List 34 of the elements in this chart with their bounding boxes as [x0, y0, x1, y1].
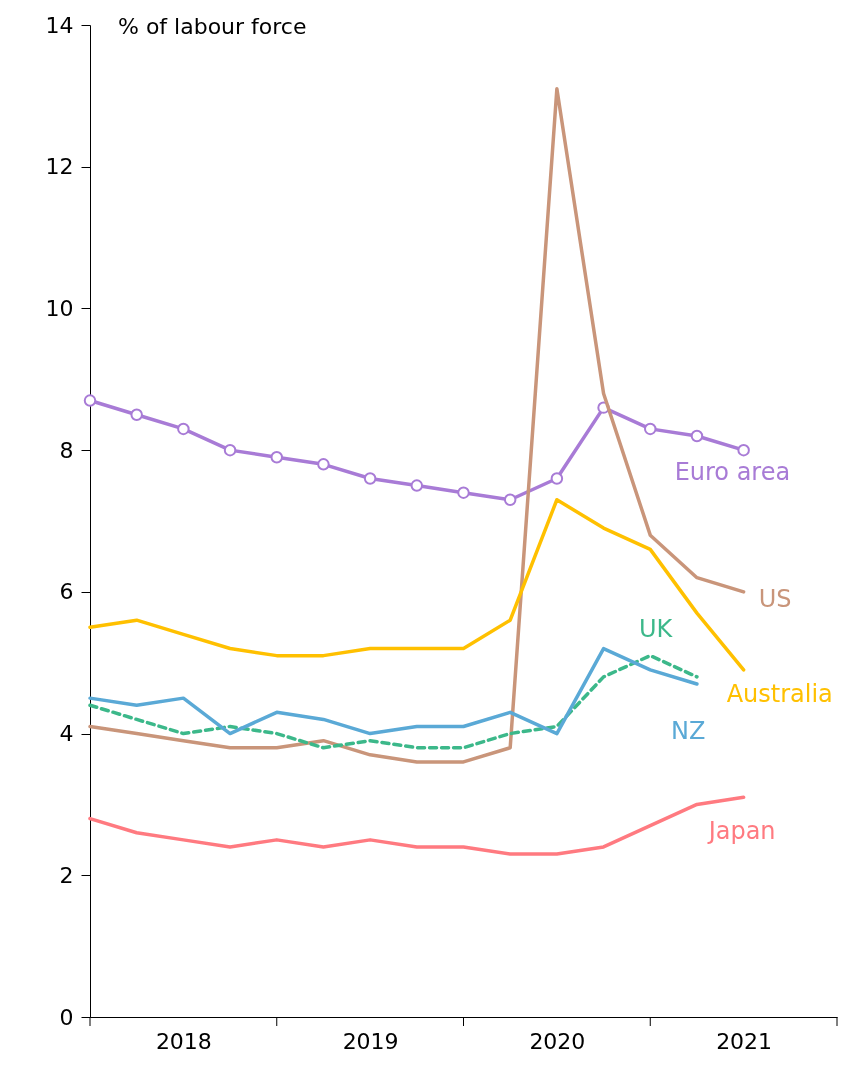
x-tick-label: 2021 — [716, 1028, 773, 1054]
point — [130, 408, 143, 421]
point — [83, 394, 97, 407]
point — [503, 493, 517, 506]
point — [644, 422, 657, 436]
series-label: US — [758, 584, 792, 613]
point — [690, 429, 704, 443]
y-tick-label: 10 — [45, 295, 74, 321]
y-tick-label: 6 — [59, 579, 74, 605]
point — [410, 479, 424, 492]
series-label: Japan — [706, 817, 776, 846]
y-tick-label: 0 — [59, 1004, 74, 1030]
x-tick-label: 2018 — [155, 1028, 212, 1054]
point — [177, 422, 190, 436]
point — [223, 443, 237, 457]
series-label: Euro area — [674, 458, 791, 487]
point — [270, 450, 283, 464]
point — [737, 443, 750, 457]
x-tick-label: 2019 — [342, 1028, 399, 1054]
y-axis-title: % of labour force — [118, 14, 307, 39]
y-tick-label: 12 — [45, 154, 74, 180]
y-tick-label: 2 — [59, 862, 74, 888]
y-tick-label: 14 — [45, 12, 74, 38]
point — [363, 472, 377, 485]
x-tick-label: 2020 — [529, 1028, 586, 1054]
point — [550, 472, 564, 485]
y-tick-label: 8 — [59, 437, 74, 463]
point — [457, 486, 470, 499]
series-label: UK — [638, 614, 674, 643]
point — [317, 458, 330, 471]
line-series — [88, 497, 746, 672]
series-label: NZ — [670, 716, 706, 745]
series-label: Australia — [726, 679, 833, 708]
y-tick-label: 4 — [59, 721, 74, 747]
